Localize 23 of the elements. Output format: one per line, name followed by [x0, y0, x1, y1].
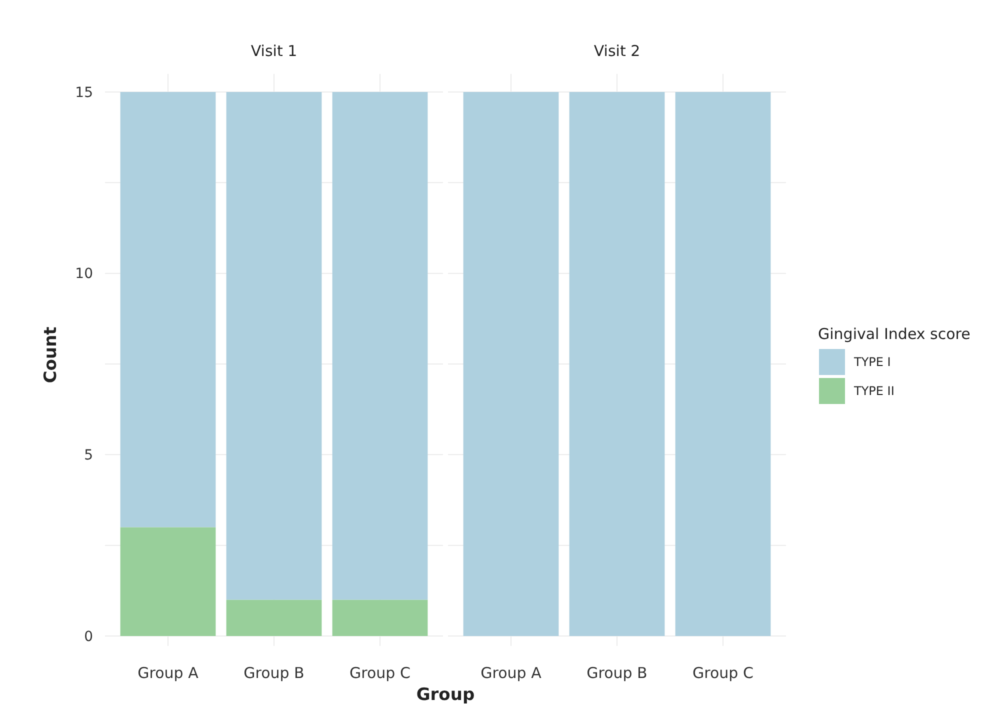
- bar: [226, 92, 322, 600]
- x-tick-label: Group A: [138, 664, 200, 682]
- y-tick-label: 10: [75, 266, 93, 282]
- legend-title: Gingival Index score: [818, 325, 970, 343]
- bar: [120, 92, 216, 528]
- bar: [120, 527, 216, 636]
- chart-title: Visit 1: [250, 42, 298, 60]
- y-tick-label: 0: [84, 628, 93, 645]
- x-tick-label: Group B: [244, 664, 304, 682]
- x-tick-label: Group C: [692, 664, 754, 682]
- x-tick-label: Group B: [586, 664, 648, 682]
- y-axis-title: Count: [41, 326, 61, 384]
- chart-title: Visit 2: [594, 42, 640, 60]
- x-axis-title: Group: [416, 685, 475, 705]
- bar: [332, 92, 428, 600]
- bar: [226, 600, 322, 636]
- bar: [332, 600, 428, 636]
- legend-label: TYPE II: [853, 384, 894, 398]
- x-tick-label: Group C: [350, 664, 410, 682]
- y-tick-label: 15: [75, 84, 93, 101]
- y-tick-label: 5: [84, 448, 93, 464]
- legend-label: TYPE I: [853, 355, 891, 370]
- x-tick-label: Group A: [480, 664, 542, 682]
